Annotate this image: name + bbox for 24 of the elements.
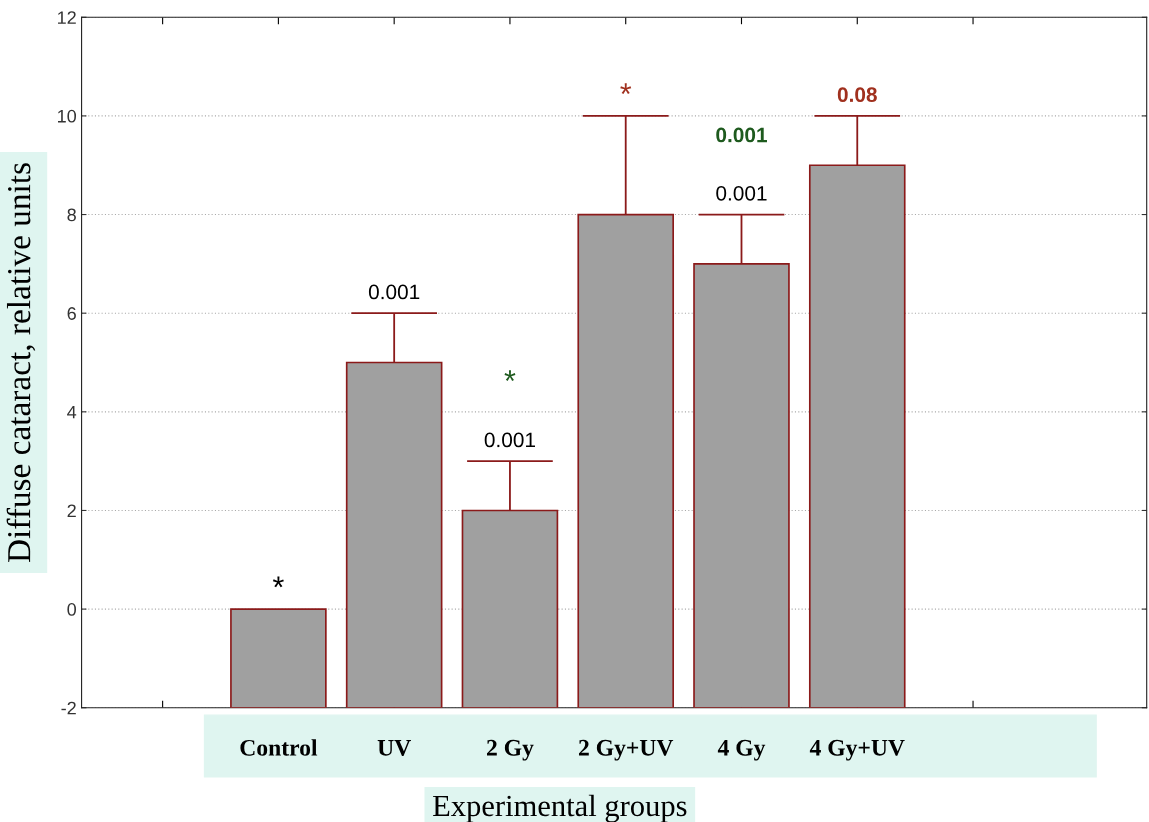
y-axis-title: Diffuse cataract, relative units [6, 163, 36, 563]
x-tick-label: Control [240, 739, 318, 756]
annotation: 0.001 [716, 185, 767, 201]
annotation: * [272, 576, 284, 588]
x-tick-label: 4 Gy+UV [809, 739, 905, 761]
annotation: 0.001 [716, 127, 767, 143]
annotation: 0.08 [837, 87, 877, 103]
y-tick-label: -2 [61, 701, 76, 715]
annotation: * [620, 83, 632, 95]
annotation: 0.001 [368, 284, 420, 300]
y-tick-label: 0 [67, 603, 77, 616]
x-tick-label: 2 Gy+UV [578, 739, 674, 761]
x-axis-title: Experimental groups [432, 794, 687, 822]
y-tick-label: 10 [58, 109, 77, 123]
y-tick-label: 8 [67, 208, 76, 222]
y-tick-label: 6 [67, 307, 76, 320]
x-tick-label: 2 Gy [487, 739, 534, 761]
x-tick-label: UV [377, 740, 411, 756]
annotation: 0.001 [484, 432, 535, 448]
y-tick-label: 4 [67, 405, 77, 419]
x-tick-label: 4 Gy [717, 739, 766, 761]
y-tick-label: 12 [58, 11, 76, 24]
annotation: * [504, 370, 516, 381]
y-tick-label: 2 [67, 504, 76, 517]
